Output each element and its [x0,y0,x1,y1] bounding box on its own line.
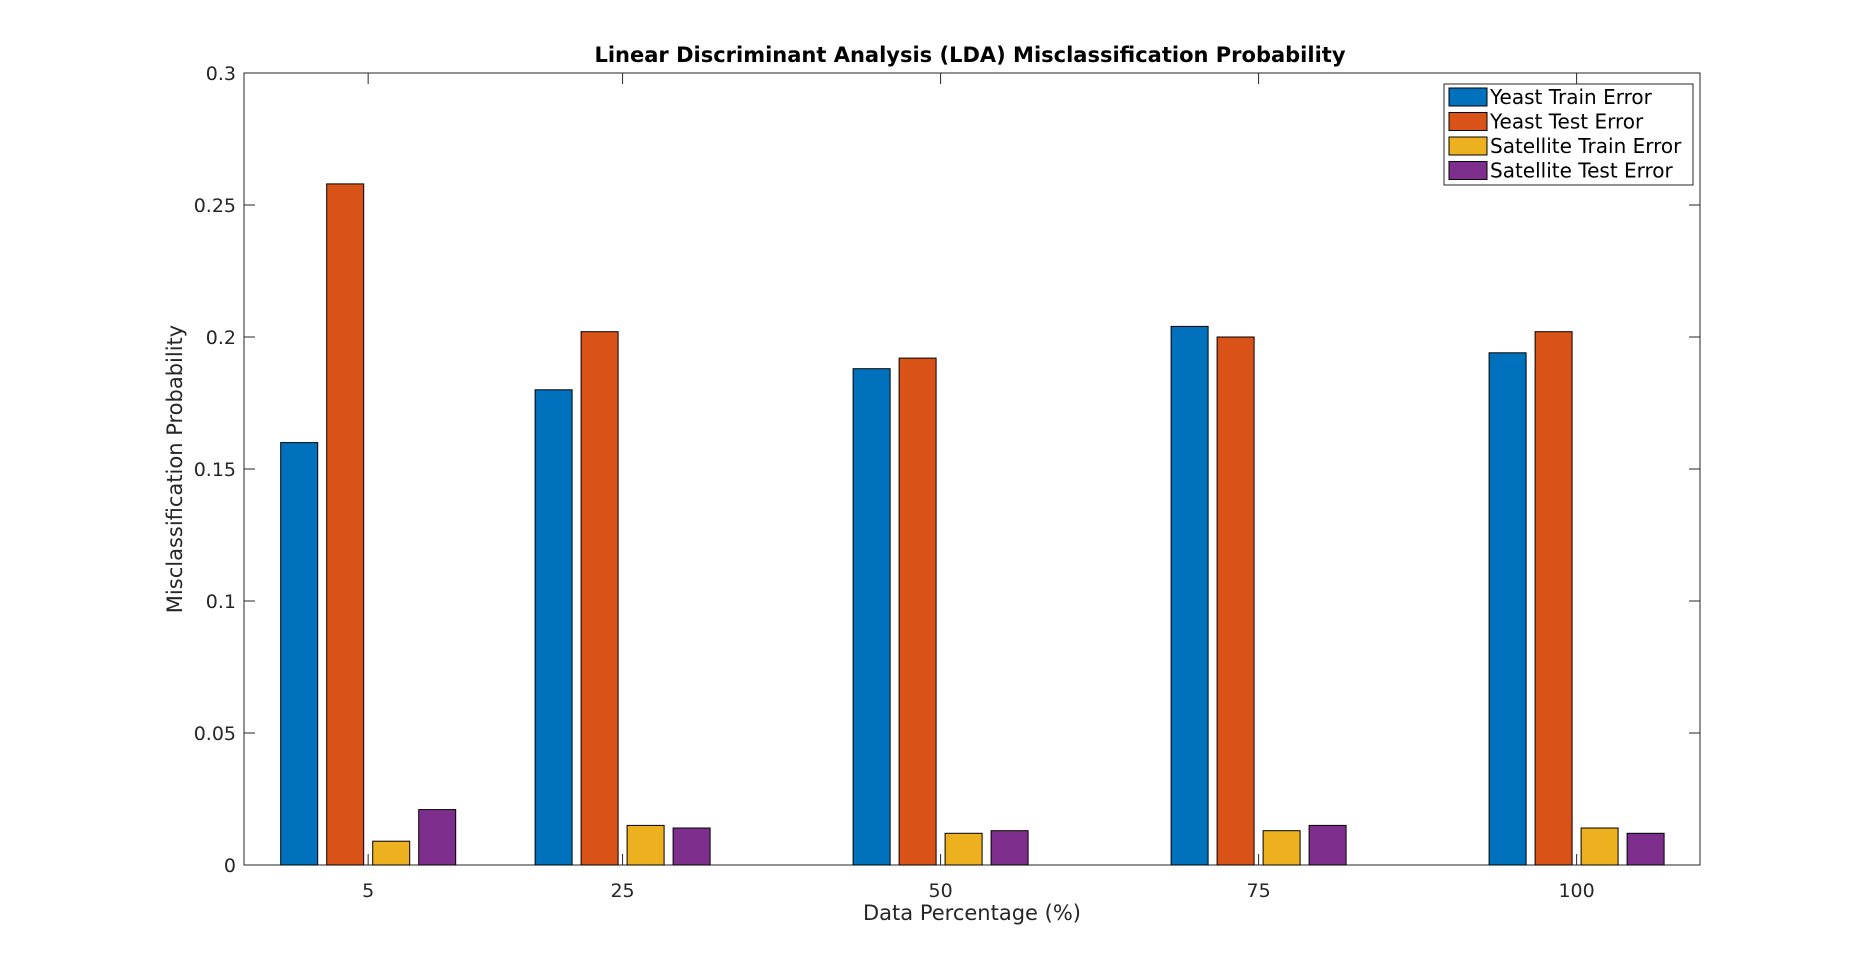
x-tick-label: 25 [610,880,634,902]
x-tick-label: 5 [362,880,374,902]
legend-swatch [1448,136,1488,156]
bar [852,368,891,866]
bar [580,331,619,866]
bar [326,183,365,866]
bars-group [280,183,1665,866]
bar [1308,824,1347,866]
y-tick-label: 0.25 [194,195,236,217]
bar [372,840,411,866]
bar [1626,832,1665,866]
legend-swatch [1448,112,1488,131]
x-tick-label: 100 [1558,880,1594,902]
legend-swatch [1448,161,1488,180]
chart-title: Linear Discriminant Analysis (LDA) Miscl… [594,43,1345,67]
legend-entry-label: Satellite Test Error [1490,159,1674,183]
legend-entry-label: Yeast Train Error [1489,85,1653,109]
y-tick-label: 0.2 [206,327,236,349]
bar [534,389,573,866]
bar [990,830,1029,866]
y-tick-label: 0.1 [206,591,236,613]
bar [1170,325,1209,866]
bar [898,357,937,866]
legend-swatch [1448,87,1488,107]
bar [1534,331,1573,866]
bar [418,809,457,866]
bar [1216,336,1255,866]
y-tick-label: 0.05 [194,723,236,745]
bar [672,827,711,866]
x-tick-label: 75 [1247,880,1271,902]
axis-ticks: 5 25 50 75 100 0 0.05 0.1 0.15 0.2 0.25 0.3 [194,63,1700,902]
y-tick-label: 0 [224,855,236,877]
legend-entry-label: Yeast Test Error [1489,110,1644,134]
bar [1262,830,1301,866]
bar [626,824,665,866]
y-axis-label: Misclassification Probability [163,325,187,613]
bar [1580,827,1619,866]
bar [1488,352,1527,866]
x-axis-label: Data Percentage (%) [863,901,1081,925]
bar [280,442,319,866]
y-tick-label: 0.15 [194,459,236,481]
x-tick-label: 50 [928,880,952,902]
y-tick-label: 0.3 [206,63,236,85]
bar [944,832,983,866]
plot-area [243,72,1701,866]
legend-entry-label: Satellite Train Error [1490,134,1682,158]
